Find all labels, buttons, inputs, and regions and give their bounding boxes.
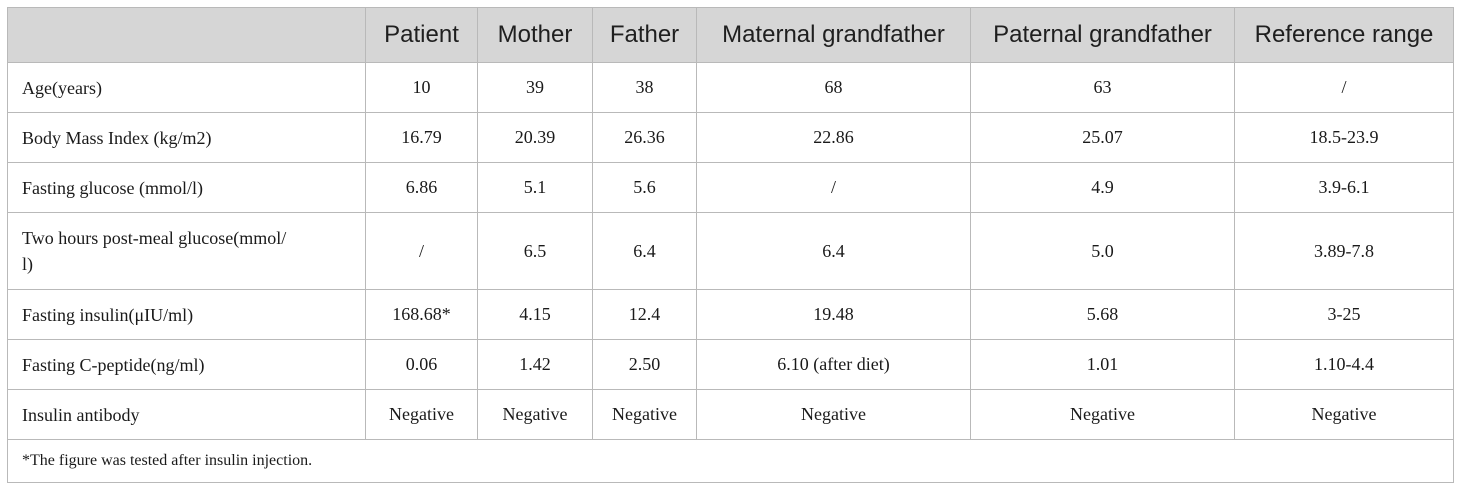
row-label: Fasting glucose (mmol/l) — [7, 162, 366, 213]
table-body: Age(years) 10 39 38 68 63 / Body Mass In… — [7, 62, 1454, 440]
header-cell-maternal-grandfather: Maternal grandfather — [696, 7, 971, 63]
table-cell: Negative — [477, 389, 593, 440]
header-cell-blank — [7, 7, 366, 63]
lab-results-table: Patient Mother Father Maternal grandfath… — [7, 7, 1454, 483]
row-label-line: Two hours post-meal glucose(mmol/ — [22, 228, 287, 248]
table-cell: Negative — [696, 389, 971, 440]
table-cell: 19.48 — [696, 289, 971, 340]
table-cell: 168.68* — [365, 289, 478, 340]
table-cell: 5.1 — [477, 162, 593, 213]
table-cell: 6.5 — [477, 212, 593, 290]
table-cell: 16.79 — [365, 112, 478, 163]
header-cell-father: Father — [592, 7, 697, 63]
table-cell: Negative — [970, 389, 1235, 440]
table-row: Body Mass Index (kg/m2) 16.79 20.39 26.3… — [7, 112, 1454, 163]
table-row: Fasting insulin(μIU/ml) 168.68* 4.15 12.… — [7, 289, 1454, 340]
header-cell-paternal-grandfather: Paternal grandfather — [970, 7, 1235, 63]
table-cell: 6.86 — [365, 162, 478, 213]
table-cell: 1.42 — [477, 339, 593, 390]
table-cell: 4.15 — [477, 289, 593, 340]
table-row: Fasting glucose (mmol/l) 6.86 5.1 5.6 / … — [7, 162, 1454, 213]
table-cell: 26.36 — [592, 112, 697, 163]
row-label-line: l) — [22, 254, 33, 274]
table-cell: / — [365, 212, 478, 290]
table-cell: 6.4 — [696, 212, 971, 290]
table-cell: 18.5-23.9 — [1234, 112, 1454, 163]
table-cell: 3.9-6.1 — [1234, 162, 1454, 213]
table-cell: Negative — [592, 389, 697, 440]
table-cell: 38 — [592, 62, 697, 113]
table-cell: Negative — [1234, 389, 1454, 440]
table-footer: *The figure was tested after insulin inj… — [7, 439, 1454, 483]
row-label: Insulin antibody — [7, 389, 366, 440]
table-cell: 20.39 — [477, 112, 593, 163]
footnote-row: *The figure was tested after insulin inj… — [7, 439, 1454, 483]
table-cell: 3-25 — [1234, 289, 1454, 340]
table-cell: 6.4 — [592, 212, 697, 290]
table-row: Fasting C-peptide(ng/ml) 0.06 1.42 2.50 … — [7, 339, 1454, 390]
table-cell: 10 — [365, 62, 478, 113]
table-cell: 1.01 — [970, 339, 1235, 390]
header-cell-reference-range: Reference range — [1234, 7, 1454, 63]
table-cell: / — [696, 162, 971, 213]
table-cell: 5.0 — [970, 212, 1235, 290]
row-label: Fasting C-peptide(ng/ml) — [7, 339, 366, 390]
table-cell: 1.10-4.4 — [1234, 339, 1454, 390]
table-cell: 68 — [696, 62, 971, 113]
row-label: Two hours post-meal glucose(mmol/l) — [7, 212, 366, 290]
table-row: Two hours post-meal glucose(mmol/l) / 6.… — [7, 212, 1454, 290]
table-row: Age(years) 10 39 38 68 63 / — [7, 62, 1454, 113]
row-label: Body Mass Index (kg/m2) — [7, 112, 366, 163]
header-row: Patient Mother Father Maternal grandfath… — [7, 7, 1454, 63]
table-cell: 12.4 — [592, 289, 697, 340]
table-cell: 2.50 — [592, 339, 697, 390]
table-cell: 5.6 — [592, 162, 697, 213]
table-cell: 6.10 (after diet) — [696, 339, 971, 390]
table-cell: 39 — [477, 62, 593, 113]
table-cell: Negative — [365, 389, 478, 440]
table-cell: / — [1234, 62, 1454, 113]
lab-results-table-container: Patient Mother Father Maternal grandfath… — [7, 7, 1454, 483]
row-label: Age(years) — [7, 62, 366, 113]
header-cell-mother: Mother — [477, 7, 593, 63]
table-cell: 63 — [970, 62, 1235, 113]
table-row: Insulin antibody Negative Negative Negat… — [7, 389, 1454, 440]
header-cell-patient: Patient — [365, 7, 478, 63]
table-cell: 3.89-7.8 — [1234, 212, 1454, 290]
table-cell: 22.86 — [696, 112, 971, 163]
table-cell: 5.68 — [970, 289, 1235, 340]
table-cell: 4.9 — [970, 162, 1235, 213]
table-cell: 25.07 — [970, 112, 1235, 163]
row-label: Fasting insulin(μIU/ml) — [7, 289, 366, 340]
footnote: *The figure was tested after insulin inj… — [7, 439, 1454, 483]
table-cell: 0.06 — [365, 339, 478, 390]
table-header: Patient Mother Father Maternal grandfath… — [7, 7, 1454, 63]
